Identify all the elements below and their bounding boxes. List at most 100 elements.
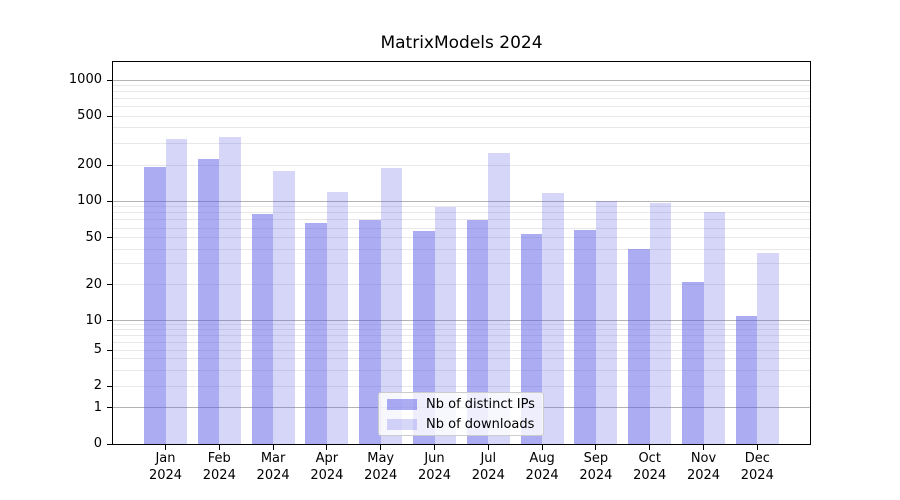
- bar-downloads-nov: [703, 211, 725, 444]
- x-tick-year: 2024: [256, 468, 290, 483]
- y-tickmark: [107, 443, 112, 445]
- x-tick-month: Mar: [260, 451, 286, 466]
- legend-label-distinct-ips: Nb of distinct IPs: [426, 396, 535, 412]
- bar-ips-feb: [197, 159, 220, 444]
- x-tick-year: 2024: [686, 468, 721, 483]
- y-tick-label: 500: [77, 108, 102, 123]
- gridline-minor: [113, 349, 810, 351]
- bar-downloads-jul: [488, 153, 510, 444]
- y-tick-label: 1: [93, 399, 102, 415]
- x-tickmark: [326, 445, 328, 450]
- legend-swatch-downloads: [387, 418, 417, 430]
- bar-ips-nov: [682, 282, 704, 444]
- y-tickmark: [107, 237, 112, 239]
- gridline-minor: [113, 324, 810, 326]
- y-tickmark: [107, 407, 112, 408]
- x-tick-label: Oct 2024: [622, 450, 678, 484]
- gridline-minor: [113, 164, 810, 166]
- x-tick-label: Jul 2024: [460, 450, 516, 484]
- bar-downloads-jan: [165, 138, 187, 444]
- bar-downloads-dec: [757, 253, 779, 444]
- x-tick-month: Aug: [529, 451, 555, 466]
- x-tick-year: 2024: [525, 468, 559, 483]
- x-tick-month: Jun: [424, 451, 445, 466]
- gridline-minor: [113, 263, 810, 265]
- bar-downloads-mar: [273, 171, 295, 444]
- bar-ips-dec: [735, 315, 758, 444]
- legend-label-downloads: Nb of downloads: [426, 416, 535, 432]
- y-tick-label: 2: [93, 378, 102, 393]
- gridline-minor: [113, 341, 810, 343]
- x-tick-label: Feb 2024: [191, 450, 247, 484]
- x-tick-month: Apr: [315, 451, 339, 466]
- x-tick-month: Dec: [744, 451, 770, 466]
- bar-ips-mar: [251, 214, 274, 444]
- x-tick-label: Aug 2024: [514, 450, 570, 484]
- y-tickmark: [107, 200, 112, 202]
- gridline-minor: [113, 248, 810, 250]
- x-tick-label: Jun 2024: [407, 450, 463, 484]
- plot-border: [112, 61, 811, 445]
- x-tick-month: May: [367, 451, 395, 466]
- bar-downloads-may: [380, 167, 403, 444]
- y-tick-label: 20: [85, 276, 102, 292]
- bar-ips-jan: [144, 166, 166, 444]
- y-tickmark: [107, 115, 112, 117]
- gridline-minor: [113, 206, 810, 208]
- x-tickmark: [703, 445, 704, 450]
- gridline-minor: [113, 369, 810, 371]
- y-tick-label: 10: [85, 312, 102, 328]
- gridline-minor: [113, 237, 810, 239]
- x-tick-year: 2024: [364, 468, 398, 483]
- x-tick-label: Nov 2024: [676, 450, 732, 484]
- bar-downloads-jun: [434, 206, 456, 444]
- x-tick-label: Mar 2024: [245, 450, 301, 484]
- legend: Nb of distinct IPs Nb of downloads: [378, 392, 544, 436]
- y-tick-label: 0: [93, 436, 102, 451]
- x-tickmark: [756, 445, 758, 450]
- x-tick-label: Dec 2024: [729, 450, 785, 484]
- bar-ips-aug: [520, 233, 543, 444]
- y-tickmark: [107, 320, 112, 321]
- x-tick-year: 2024: [471, 468, 505, 483]
- x-tickmark: [487, 445, 489, 450]
- x-tick-year: 2024: [633, 468, 667, 483]
- x-tick-month: Jan: [155, 451, 176, 466]
- x-tickmark: [595, 445, 597, 450]
- x-tickmark: [649, 445, 651, 450]
- gridline-minor: [113, 284, 810, 285]
- chart-title: MatrixModels 2024: [380, 33, 543, 53]
- bar-downloads-aug: [542, 192, 564, 444]
- gridline-minor: [113, 219, 810, 221]
- y-tickmark: [107, 349, 112, 351]
- gridline-major: [113, 320, 810, 321]
- y-tickmark: [107, 284, 112, 285]
- x-tick-label: Sep 2024: [568, 450, 624, 484]
- legend-item-downloads: Nb of downloads: [387, 417, 535, 432]
- y-tickmark: [107, 164, 112, 166]
- x-tick-year: 2024: [417, 468, 452, 483]
- x-tick-label: Apr 2024: [299, 450, 355, 484]
- gridline-minor: [113, 127, 810, 129]
- gridline-major: [113, 79, 810, 81]
- gridline-major: [113, 200, 810, 202]
- x-tick-month: Oct: [638, 451, 661, 466]
- gridline-minor: [113, 98, 810, 100]
- y-tickmark: [107, 79, 112, 81]
- gridline-minor: [113, 385, 810, 387]
- y-tick-label: 5: [93, 342, 102, 357]
- x-tick-year: 2024: [148, 468, 183, 483]
- bar-downloads-sep: [595, 201, 618, 444]
- gridline-minor: [113, 335, 810, 337]
- gridline-minor: [113, 227, 810, 229]
- gridline-minor: [113, 142, 810, 144]
- x-tick-year: 2024: [740, 468, 774, 483]
- gridline-minor: [113, 358, 810, 360]
- y-tick-label: 1000: [68, 72, 102, 87]
- x-tick-month: Nov: [690, 451, 717, 466]
- bar-ips-oct: [628, 249, 650, 444]
- bar-ips-sep: [574, 229, 596, 444]
- gridline-minor: [113, 106, 810, 108]
- bar-downloads-feb: [219, 136, 241, 444]
